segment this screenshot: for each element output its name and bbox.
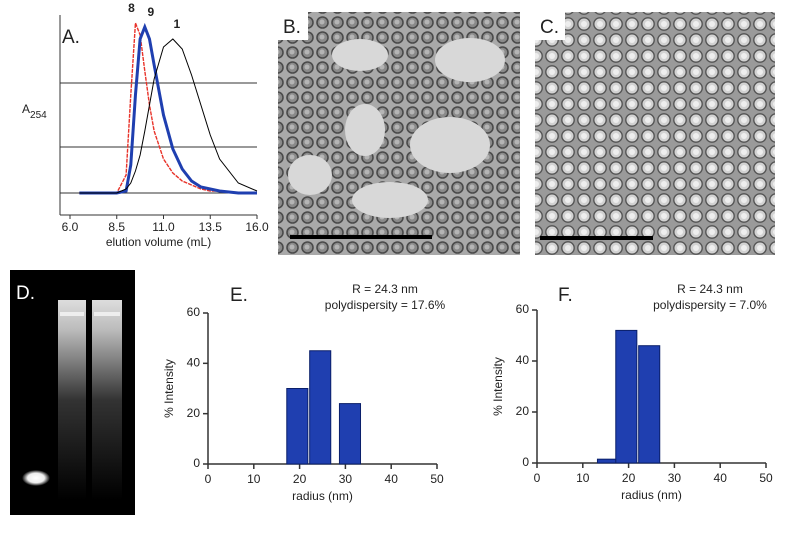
y-tick-label: 60 (516, 302, 530, 316)
x-tick-label: 13.5 (199, 220, 223, 234)
x-tick-label: 8.5 (108, 220, 125, 234)
annotation: polydispersity = 7.0% (653, 298, 767, 312)
x-tick-label: 20 (293, 472, 307, 486)
y-axis-label-main: A (22, 102, 30, 116)
bar (638, 345, 661, 464)
x-tick-label: 10 (247, 472, 261, 486)
annotation: R = 24.3 nm (352, 282, 418, 296)
x-tick-label: 16.0 (245, 220, 269, 234)
bar (615, 329, 638, 464)
series-line (79, 22, 257, 194)
x-tick-label: 10 (576, 471, 590, 485)
x-tick-label: 30 (668, 471, 682, 485)
x-axis-label: radius (nm) (292, 489, 353, 503)
x-tick-label: 50 (430, 472, 444, 486)
panel-label: F. (558, 285, 573, 306)
x-tick-label: 40 (714, 471, 728, 485)
y-tick-label: 60 (187, 305, 201, 319)
micrograph-c: C. (535, 12, 775, 255)
y-tick-label: 40 (516, 353, 530, 367)
bar (309, 350, 332, 465)
panel-label: E. (230, 285, 248, 306)
panel-label: C. (540, 17, 559, 38)
y-tick-label: 0 (193, 456, 200, 470)
series-label: 9 (147, 5, 154, 19)
y-axis-label: % Intensity (491, 357, 505, 416)
bar (338, 403, 362, 465)
x-tick-label: 40 (385, 472, 399, 486)
micrograph-b: B. (278, 12, 520, 255)
x-axis-label: elution volume (mL) (106, 235, 211, 249)
series-line (79, 38, 258, 194)
annotation: polydispersity = 17.6% (325, 298, 446, 312)
series-label: 1 (174, 17, 181, 31)
panel-label: B. (283, 17, 301, 38)
annotation: R = 24.3 nm (677, 282, 743, 296)
x-tick-label: 11.0 (152, 220, 175, 234)
bar (286, 388, 309, 465)
x-tick-label: 20 (622, 471, 636, 485)
y-axis-label: % Intensity (162, 359, 176, 418)
x-tick-label: 0 (534, 471, 541, 485)
panel-label: D. (16, 283, 35, 304)
series-line (79, 22, 257, 195)
series-label: 8 (128, 1, 135, 15)
y-tick-label: 20 (187, 406, 201, 420)
gel-image-d: D. (10, 270, 135, 515)
y-tick-label: 0 (522, 455, 529, 469)
x-tick-label: 6.0 (62, 220, 79, 234)
y-axis-label-sub: 254 (30, 110, 47, 121)
panel-label: A. (62, 27, 80, 48)
x-tick-label: 0 (205, 472, 212, 486)
y-axis-label: A254 (22, 102, 47, 120)
y-tick-label: 40 (187, 356, 201, 370)
x-tick-label: 30 (339, 472, 353, 486)
y-tick-label: 20 (516, 404, 530, 418)
x-axis-label: radius (nm) (621, 488, 682, 502)
x-tick-label: 50 (759, 471, 773, 485)
